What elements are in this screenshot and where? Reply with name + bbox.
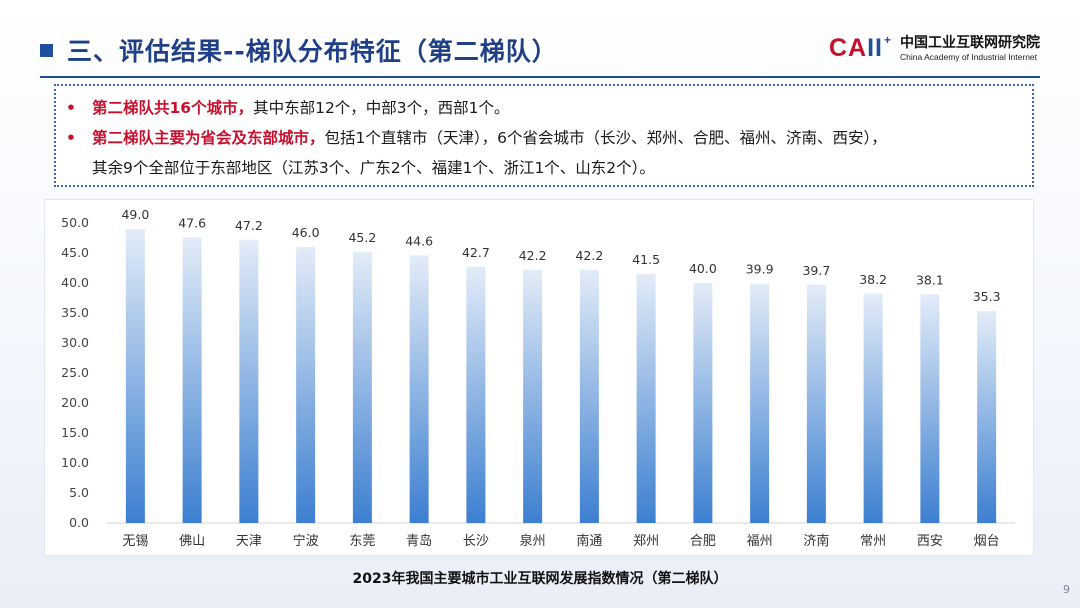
bar-value-label: 42.2	[519, 248, 547, 263]
bar-value-label: 41.5	[632, 252, 660, 267]
y-tick-label: 35.0	[61, 305, 89, 320]
page-title: 三、评估结果--梯队分布特征（第二梯队）	[67, 37, 558, 66]
y-tick-label: 10.0	[61, 455, 89, 470]
x-axis-labels: 无锡 佛山 天津 宁波 东莞 青岛 长沙 泉州 南通 郑州 合肥 福州 济南 常州 西安 烟台	[122, 533, 999, 549]
bar-chart: 0.0 5.0 10.0 15.0 20.0 25.0 30.0 35.0 40.0 45.0 50…	[61, 207, 1015, 549]
x-tick-label: 南通	[576, 533, 602, 549]
y-tick-label: 50.0	[61, 215, 89, 230]
bar-value-label: 42.7	[462, 245, 490, 260]
y-axis: 0.0 5.0 10.0 15.0 20.0 25.0 30.0 35.0 40.0 45.0 50…	[61, 215, 89, 530]
bar-value-label: 47.2	[235, 218, 263, 233]
bar	[693, 283, 713, 523]
y-tick-label: 40.0	[61, 275, 89, 290]
title-square-icon	[40, 43, 53, 57]
summary-box: • 第二梯队共16个城市，其中东部12个，中部3个，西部1个。 • 第二梯队主要为省…	[54, 84, 1034, 187]
x-tick-label: 常州	[860, 534, 886, 549]
x-tick-label: 西安	[917, 534, 943, 549]
bullet-2-highlight: 第二梯队主要为省会及东部城市，	[92, 129, 325, 147]
bar-value-label: 40.0	[689, 261, 717, 276]
logo-mark-main: CA	[828, 34, 868, 62]
y-tick-label: 30.0	[61, 335, 89, 350]
value-labels: 49.0 47.6 47.2 46.0 45.2 44.6 42.7 42.2 42.2 41.5…	[121, 207, 1000, 304]
y-tick-label: 0.0	[69, 515, 89, 530]
bar-value-label: 44.6	[405, 233, 433, 248]
logo-mark-accent: II	[867, 34, 883, 62]
y-tick-label: 45.0	[61, 245, 89, 260]
bullet-2: • 第二梯队主要为省会及东部城市，包括1个直辖市（天津），6个省会城市（长沙、郑州…	[66, 123, 887, 153]
y-tick-label: 20.0	[61, 395, 89, 410]
x-tick-label: 泉州	[520, 533, 546, 549]
bar	[806, 284, 826, 523]
bar	[466, 266, 486, 523]
x-tick-label: 青岛	[406, 533, 432, 549]
bar	[863, 293, 883, 523]
logo-name-cn: 中国工业互联网研究院	[900, 34, 1040, 51]
bullet-1-highlight: 第二梯队共16个城市，	[92, 99, 254, 117]
bar-value-label: 39.7	[802, 263, 830, 278]
bullet-2-text: 包括1个直辖市（天津），6个省会城市（长沙、郑州、合肥、福州、济南、西安），	[324, 129, 887, 147]
x-tick-label: 烟台	[974, 534, 1000, 549]
y-tick-label: 5.0	[69, 485, 89, 500]
page-number: 9	[1063, 583, 1070, 596]
bullet-1: • 第二梯队共16个城市，其中东部12个，中部3个，西部1个。	[66, 93, 510, 123]
bars	[125, 229, 997, 524]
bullet-dot-icon: •	[66, 129, 76, 147]
bar	[182, 237, 202, 523]
logo-mark: CA II +	[829, 34, 892, 63]
y-tick-label: 15.0	[61, 425, 89, 440]
bar	[636, 274, 656, 523]
bullet-2-continuation: 其余9个全部位于东部地区（江苏3个、广东2个、福建1个、浙江1个、山东2个）。	[92, 159, 655, 177]
logo-name-en: China Academy of Industrial Internet	[900, 51, 1038, 62]
bar-value-label: 42.2	[575, 248, 603, 263]
logo-mark-plus: +	[883, 33, 892, 47]
bar	[750, 283, 770, 523]
bar-value-label: 38.2	[859, 272, 887, 287]
bar-value-label: 49.0	[121, 207, 149, 222]
x-tick-label: 长沙	[463, 534, 489, 549]
bar	[409, 255, 429, 523]
chart-title: 2023年我国主要城市工业互联网发展指数情况（第二梯队）	[352, 571, 728, 587]
x-tick-label: 无锡	[122, 534, 148, 549]
x-tick-label: 宁波	[293, 533, 319, 549]
y-tick-label: 25.0	[61, 365, 89, 380]
bullet-1-text: 其中东部12个，中部3个，西部1个。	[253, 99, 510, 117]
bar	[239, 239, 259, 524]
bar	[920, 294, 940, 523]
bullet-dot-icon: •	[66, 99, 76, 117]
x-tick-label: 郑州	[633, 534, 659, 549]
logo-text: 中国工业互联网研究院 China Academy of Industrial I…	[900, 35, 1040, 63]
x-tick-label: 福州	[747, 534, 773, 549]
bar	[352, 251, 372, 524]
bar-value-label: 35.3	[973, 289, 1001, 304]
bar	[579, 269, 599, 523]
x-tick-label: 济南	[803, 533, 829, 549]
x-tick-label: 天津	[236, 534, 262, 549]
bar-value-label: 46.0	[292, 225, 320, 240]
x-tick-label: 合肥	[690, 534, 716, 549]
bar-value-label: 47.6	[178, 215, 206, 230]
bar-value-label: 38.1	[916, 272, 944, 287]
x-tick-label: 东莞	[349, 534, 375, 549]
title-divider	[40, 76, 1040, 78]
chart-container: 0.0 5.0 10.0 15.0 20.0 25.0 30.0 35.0 40.0 45.0 50…	[44, 199, 1034, 556]
bar	[125, 229, 145, 523]
bar-value-label: 45.2	[348, 230, 376, 245]
bar	[296, 247, 316, 523]
title-bar: 三、评估结果--梯队分布特征（第二梯队）	[40, 30, 558, 70]
bar	[977, 311, 997, 523]
bar-value-label: 39.9	[746, 262, 774, 277]
bar	[523, 269, 543, 523]
x-tick-label: 佛山	[179, 534, 205, 549]
logo: CA II + 中国工业互联网研究院 China Academy of Indust…	[829, 34, 1040, 63]
